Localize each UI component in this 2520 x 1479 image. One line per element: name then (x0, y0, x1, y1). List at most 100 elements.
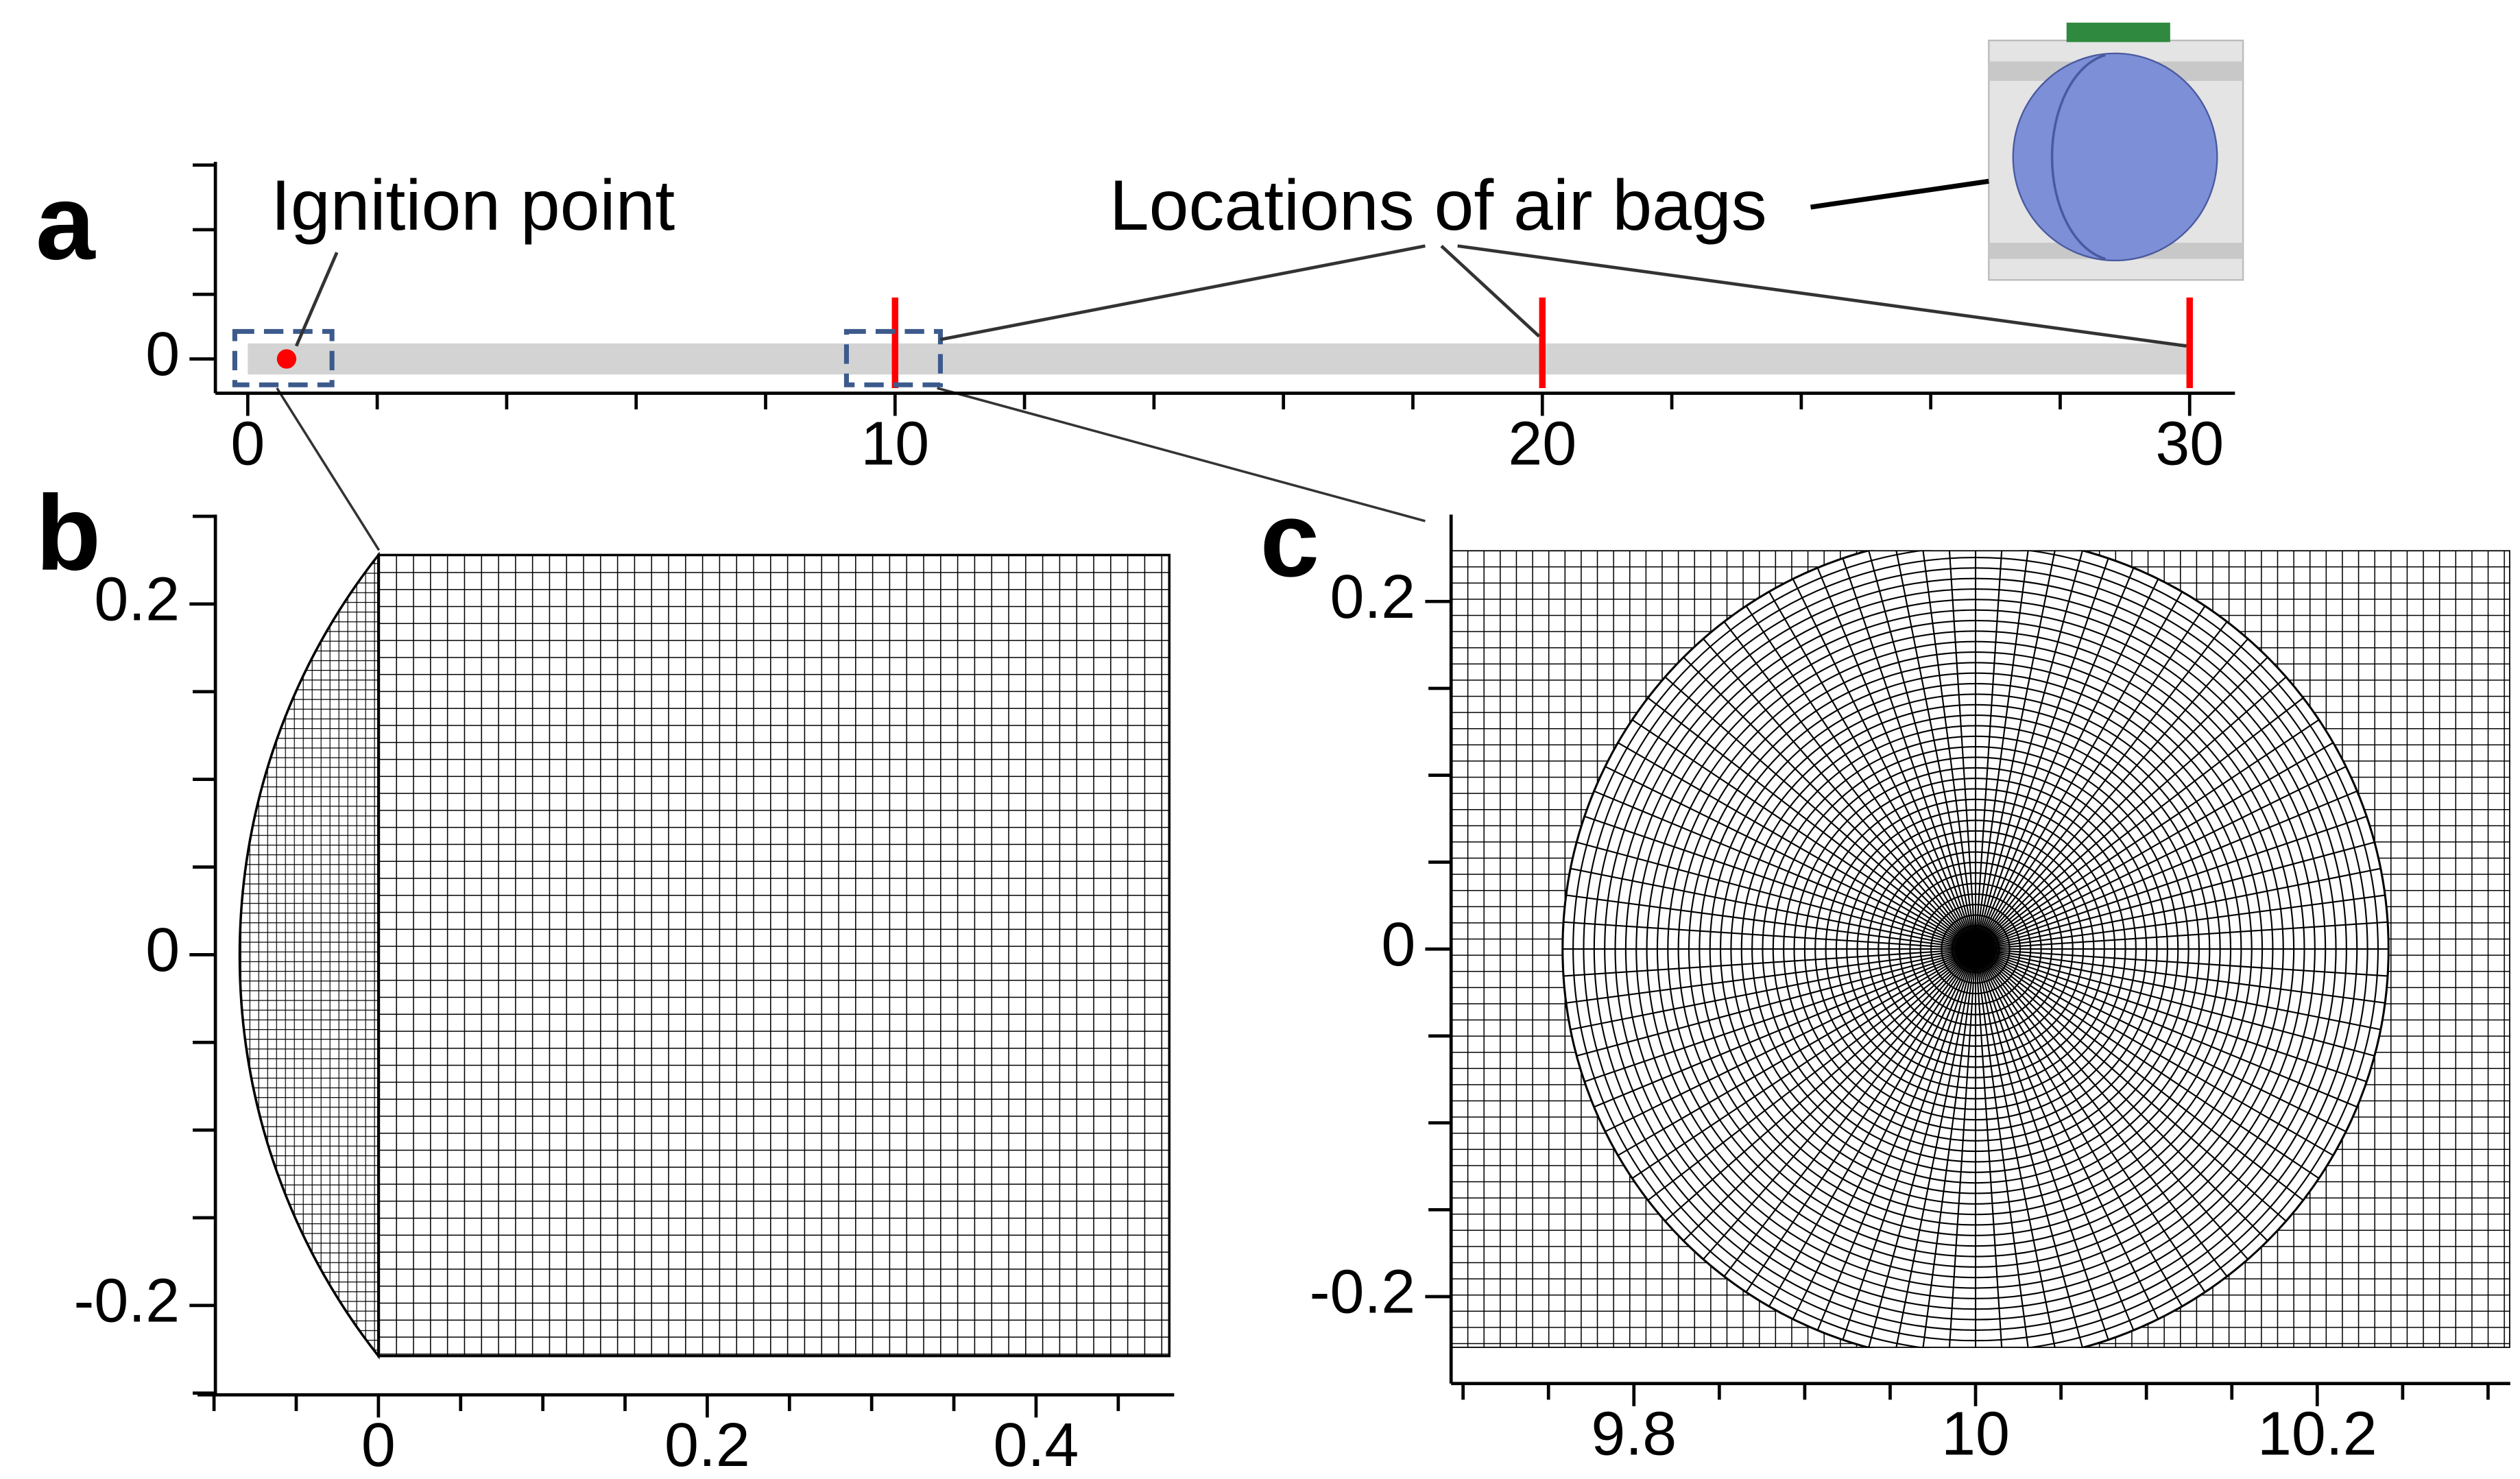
leader (937, 387, 1426, 522)
mesh-ray (1647, 697, 1976, 950)
mesh-ray (1975, 815, 2367, 950)
mesh-ray (1975, 697, 2304, 950)
mesh-ray (1974, 550, 2056, 950)
panel-label: a (36, 163, 96, 282)
mesh-ray (1768, 591, 1976, 950)
mesh-ray (1975, 605, 2206, 950)
mesh-ray (1975, 948, 2375, 1057)
mesh-grid (377, 553, 1171, 1358)
mesh-ray (1703, 948, 1976, 1260)
mesh-ray (1868, 948, 1977, 1348)
mesh-ray (1975, 948, 2228, 1277)
mesh-ray (1565, 894, 1976, 950)
mesh-ray (1576, 948, 1976, 1057)
mesh-ray (1647, 948, 1976, 1201)
mesh-ray (1617, 948, 1976, 1156)
mesh-ray (1975, 948, 2357, 1108)
mesh-ray (1576, 841, 1976, 950)
mesh-ray (1975, 742, 2334, 950)
y-tick-label: -0.2 (1310, 1258, 1416, 1327)
leader (939, 244, 1426, 341)
annotation: Locations of air bags (1109, 166, 1767, 245)
mesh-ray (1975, 948, 2268, 1242)
mesh-ray (1975, 948, 2334, 1156)
mesh-ray (1975, 948, 2083, 1348)
mesh-ray (1975, 948, 2183, 1307)
y-tick-label: 0.2 (94, 566, 180, 634)
mesh-ray (1584, 815, 1976, 950)
leader (294, 252, 339, 347)
x-tick-label: 0.2 (664, 1411, 750, 1479)
leader (276, 387, 381, 551)
mesh-ray (1975, 567, 2135, 950)
mesh-ray (1792, 578, 1976, 950)
x-tick-label: 10 (861, 409, 929, 478)
mesh-ray (1723, 948, 1976, 1277)
panel-label: c (1260, 480, 1320, 599)
x-tick-label: 0 (361, 1411, 396, 1479)
mesh-ray (1842, 948, 1977, 1340)
leader (1810, 178, 1989, 210)
mesh-ray (1745, 948, 1976, 1293)
mesh-ray (1975, 591, 2183, 950)
mesh-ray (1563, 921, 1976, 950)
mesh-ray (1975, 578, 2159, 950)
x-tick-label: 20 (1508, 409, 1576, 478)
mesh-ray (1975, 948, 2320, 1179)
mesh-ray (1703, 638, 1976, 950)
mesh-fine (238, 551, 380, 1360)
mesh-ray (1664, 676, 1976, 950)
airbag-inset (1988, 23, 2244, 281)
mesh-ray (1975, 948, 2159, 1320)
mesh-ray (1922, 948, 1977, 1348)
mesh-ray (1565, 948, 1976, 1004)
ignition-point (276, 349, 297, 369)
mesh-ray (1683, 656, 1976, 950)
mesh-ray (1975, 894, 2386, 950)
mesh-ray (1605, 765, 1976, 950)
mesh-ray (1664, 948, 1976, 1222)
mesh-ray (1631, 948, 1976, 1179)
mesh-ray (1594, 790, 1976, 950)
y-tick-label: 0 (145, 916, 180, 985)
x-tick-label: 9.8 (1591, 1400, 1677, 1469)
pipe (248, 343, 2190, 375)
mesh-ray (1975, 867, 2381, 950)
panels: Ignition point Locations of air bags 0 10 20… (36, 161, 2510, 1479)
mesh-ray (1975, 948, 2386, 1004)
mesh-ray (1975, 948, 2287, 1222)
mesh-ray (1975, 948, 2248, 1260)
mesh-ray (1975, 790, 2357, 950)
mesh-ray (1792, 948, 1976, 1320)
mesh-ray (1922, 550, 1977, 950)
mesh-ray (1723, 621, 1976, 950)
mesh-ray (1975, 557, 2109, 950)
y-tick-label: 0 (1381, 911, 1415, 979)
mesh-ray (1948, 949, 1977, 1348)
y-tick-label: 0 (145, 320, 180, 389)
y-tick-label: -0.2 (74, 1267, 180, 1336)
mesh-ray (1975, 948, 2347, 1133)
mesh-ray (1975, 948, 2206, 1293)
mesh (1451, 550, 2510, 1348)
mesh-ray (1768, 948, 1976, 1307)
mesh-ray (1974, 550, 2003, 950)
annotation: Ignition point (271, 166, 675, 245)
x-tick-label: 30 (2155, 409, 2224, 478)
x-tick-label: 10 (1941, 1400, 2010, 1469)
panel-label: b (36, 474, 101, 593)
mesh-ray (1975, 948, 2388, 977)
mesh-ray (1975, 621, 2228, 950)
mesh-ray (1816, 948, 1977, 1331)
mesh-ray (1617, 742, 1976, 950)
mesh-ray (1975, 948, 2135, 1331)
leader (1440, 244, 1541, 338)
mesh-ray (1594, 948, 1976, 1108)
mesh-ray (1868, 550, 1977, 950)
mesh-ray (1974, 949, 2003, 1348)
mesh-ray (1975, 921, 2388, 950)
mesh-ray (1975, 948, 2367, 1083)
mesh-ray (1975, 656, 2268, 950)
x-tick-label: 10.2 (2257, 1400, 2377, 1469)
